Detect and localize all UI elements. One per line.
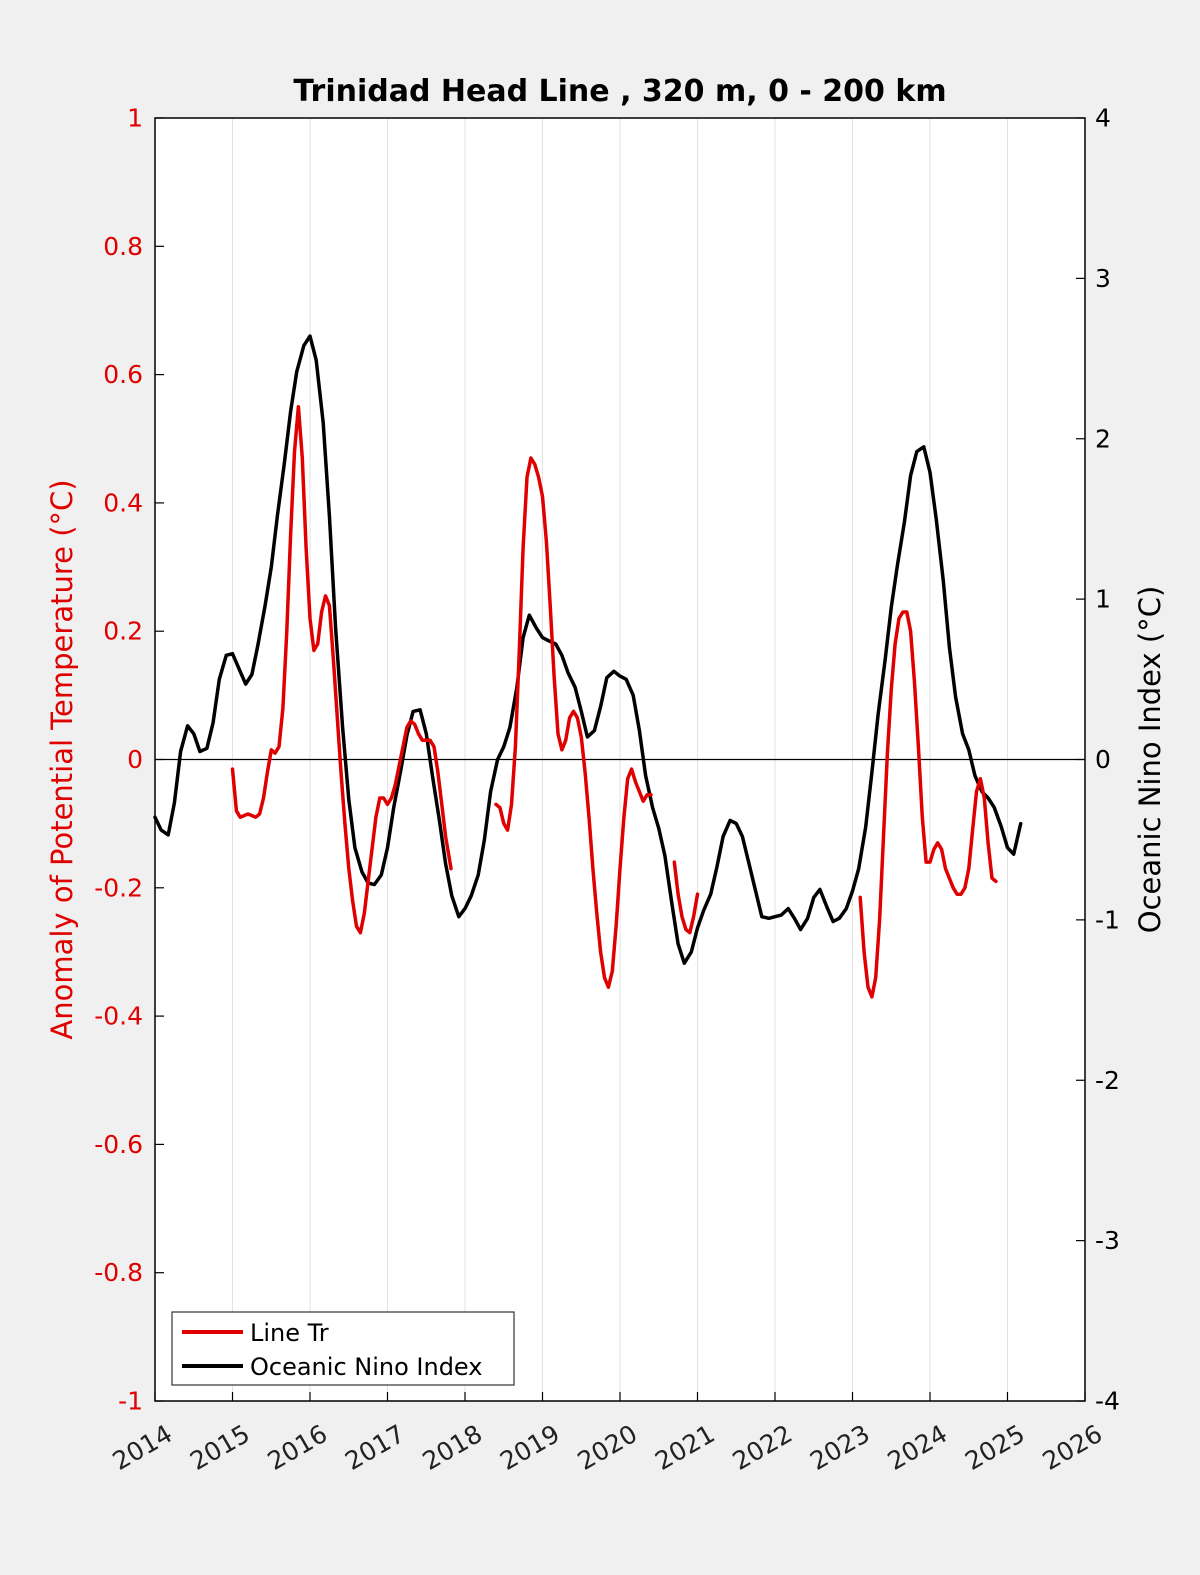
y-right-tick-label: -3: [1095, 1226, 1120, 1255]
y-axis-right-label: Oceanic Nino Index (°C): [1133, 586, 1167, 934]
y-right-tick-label: 2: [1095, 424, 1111, 453]
y-right-tick-label: 0: [1095, 745, 1111, 774]
series-line-tr: [230, 404, 453, 935]
y-axis-left-label: Anomaly of Potential Temperature (°C): [45, 479, 79, 1039]
right-axis: 4 3 2 1 0 -1 -2 -3 -4: [1076, 104, 1120, 1416]
y-left-tick-label: -0.4: [94, 1002, 143, 1031]
y-left-tick-label: -1: [118, 1387, 143, 1416]
legend-box: [171, 1311, 515, 1386]
series-oceanic-nino-index: [153, 334, 1023, 965]
y-right-tick-label: -1: [1095, 905, 1120, 934]
y-left-tick-label: 1: [127, 104, 143, 133]
series-line-tr: [494, 456, 653, 989]
y-right-tick-label: 3: [1095, 264, 1111, 293]
y-left-tick-label: 0: [127, 745, 143, 774]
y-right-tick-label: 1: [1095, 585, 1111, 614]
chart-title: Trinidad Head Line , 320 m, 0 - 200 km: [293, 74, 946, 109]
legend-label-line-tr: Line Tr: [250, 1319, 329, 1347]
y-left-tick-label: -0.2: [94, 873, 143, 902]
y-left-tick-label: 0.8: [103, 232, 143, 261]
series-line-tr: [858, 610, 998, 999]
legend-label-oni: Oceanic Nino Index: [250, 1353, 482, 1381]
series-line-tr: [672, 860, 700, 935]
left-axis: 1 0.8 0.6 0.4 0.2 0 -0.2 -0.4 -0.6 -0.8 -1: [94, 104, 164, 1416]
series-layer: [153, 334, 1023, 999]
y-right-tick-label: -4: [1095, 1387, 1120, 1416]
y-right-tick-label: 4: [1095, 104, 1111, 133]
y-right-tick-label: -2: [1095, 1066, 1120, 1095]
y-left-tick-label: -0.8: [94, 1258, 143, 1287]
y-left-tick-label: 0.2: [103, 617, 143, 646]
y-left-tick-label: -0.6: [94, 1130, 143, 1159]
legend: Line Tr Oceanic Nino Index: [171, 1311, 515, 1386]
y-left-tick-label: 0.6: [103, 360, 143, 389]
y-left-tick-label: 0.4: [103, 488, 143, 517]
